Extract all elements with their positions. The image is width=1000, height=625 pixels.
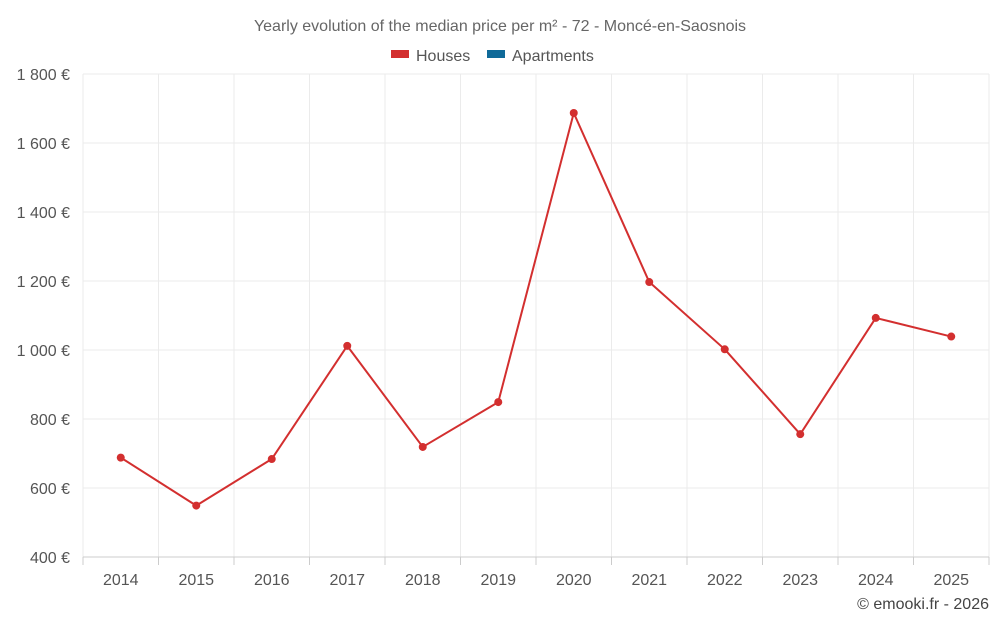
- y-axis-ticks: 400 € 600 € 800 € 1 000 € 1 200 € 1 400 € 1 60…: [17, 67, 70, 567]
- x-tick-label: 2021: [631, 572, 667, 589]
- data-point-houses-2019[interactable]: [494, 398, 503, 407]
- y-tick-label: 600 €: [30, 481, 70, 498]
- legend: Houses Apartments: [391, 48, 594, 65]
- data-point-houses-2022[interactable]: [720, 345, 729, 354]
- x-tick-label: 2022: [707, 572, 743, 589]
- data-point-houses-2023[interactable]: [796, 430, 805, 439]
- x-tick-label: 2024: [858, 572, 894, 589]
- x-tick-label: 2025: [933, 572, 969, 589]
- data-point-houses-2015[interactable]: [192, 501, 201, 510]
- data-point-houses-2018[interactable]: [418, 442, 427, 451]
- x-tick-label: 2020: [556, 572, 592, 589]
- data-point-houses-2017[interactable]: [343, 341, 352, 350]
- data-point-houses-2021[interactable]: [645, 278, 654, 287]
- y-tick-label: 1 400 €: [17, 205, 70, 222]
- y-tick-label: 1 800 €: [17, 67, 70, 84]
- data-point-houses-2024[interactable]: [871, 313, 880, 322]
- x-tick-label: 2017: [329, 572, 365, 589]
- x-axis-ticks: 2014 2015 2016 2017 2018 2019 2020 2021 2022 2023…: [103, 572, 969, 589]
- legend-swatch-houses: [391, 50, 409, 58]
- data-point-houses-2014[interactable]: [116, 453, 125, 462]
- legend-swatch-apartments: [487, 50, 505, 58]
- x-tick-label: 2014: [103, 572, 139, 589]
- data-point-houses-2020[interactable]: [569, 108, 578, 117]
- series-line-houses: [120, 111, 952, 507]
- x-tick-label: 2018: [405, 572, 441, 589]
- y-tick-label: 400 €: [30, 550, 70, 567]
- series-houses: [116, 108, 956, 510]
- grid: [82, 73, 990, 565]
- x-tick-label: 2016: [254, 572, 290, 589]
- x-tick-label: 2019: [480, 572, 516, 589]
- data-point-houses-2025[interactable]: [947, 332, 956, 341]
- y-tick-label: 1 600 €: [17, 136, 70, 153]
- credit-text: © emooki.fr - 2026: [857, 596, 989, 613]
- y-tick-label: 1 000 €: [17, 343, 70, 360]
- y-tick-label: 800 €: [30, 412, 70, 429]
- data-point-houses-2016[interactable]: [267, 455, 276, 464]
- y-tick-label: 1 200 €: [17, 274, 70, 291]
- x-tick-label: 2023: [782, 572, 818, 589]
- chart-title: Yearly evolution of the median price per…: [254, 18, 746, 35]
- legend-label-houses[interactable]: Houses: [416, 48, 470, 65]
- x-tick-label: 2015: [178, 572, 214, 589]
- legend-label-apartments[interactable]: Apartments: [512, 48, 594, 65]
